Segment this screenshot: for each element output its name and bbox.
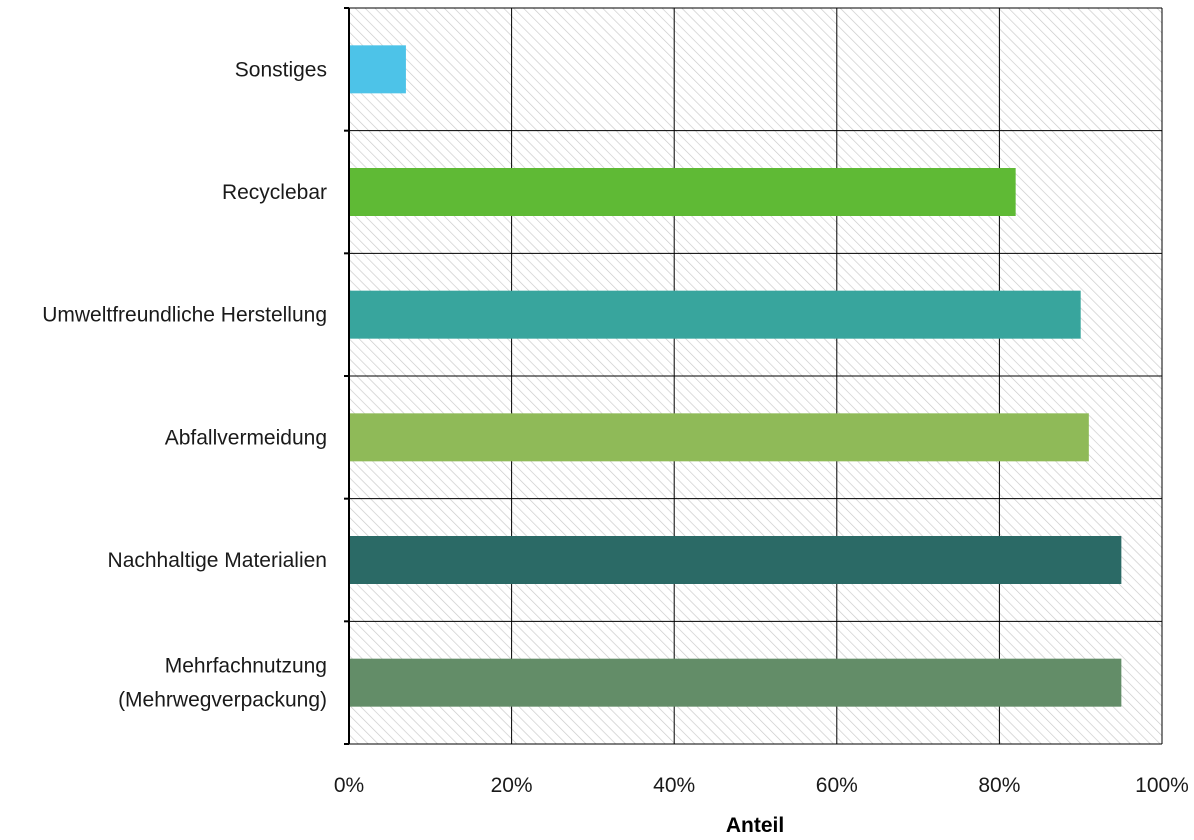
category-label-line: Umweltfreundliche Herstellung [42, 304, 327, 327]
category-label-line: Sonstiges [235, 58, 327, 81]
x-tick-label: 80% [978, 774, 1020, 797]
category-label: Abfallvermeidung [165, 426, 327, 449]
bar [349, 658, 1122, 707]
bar [349, 45, 406, 94]
category-label: Nachhaltige Materialien [108, 549, 327, 572]
x-tick-label: 100% [1135, 774, 1189, 797]
x-tick-label: 60% [816, 774, 858, 797]
x-tick-label: 0% [334, 774, 364, 797]
bar [349, 413, 1089, 462]
x-axis-title: Anteil [726, 814, 784, 837]
x-tick-label: 40% [653, 774, 695, 797]
gridlines [349, 7, 1163, 744]
category-label: Recyclebar [222, 181, 327, 204]
axes [344, 7, 1162, 745]
category-label-line: Mehrfachnutzung [165, 655, 327, 678]
category-label: Mehrfachnutzung (Mehrwegverpackung) [118, 655, 327, 712]
x-tick-label: 20% [491, 774, 533, 797]
category-label-line: Nachhaltige Materialien [108, 549, 327, 572]
bars [349, 45, 1122, 707]
category-label: Sonstiges [235, 58, 327, 81]
category-label: Umweltfreundliche Herstellung [42, 304, 327, 327]
category-labels: Sonstiges Recyclebar Umweltfreundliche Her… [42, 58, 327, 711]
category-label-line: Recyclebar [222, 181, 327, 204]
category-label-line: Abfallvermeidung [165, 426, 327, 449]
x-tick-labels: 0% 20% 40% 60% 80% 100% [334, 774, 1189, 797]
category-label-line: (Mehrwegverpackung) [118, 689, 327, 712]
bar [349, 536, 1122, 584]
bar [349, 290, 1081, 339]
bar [349, 168, 1016, 216]
